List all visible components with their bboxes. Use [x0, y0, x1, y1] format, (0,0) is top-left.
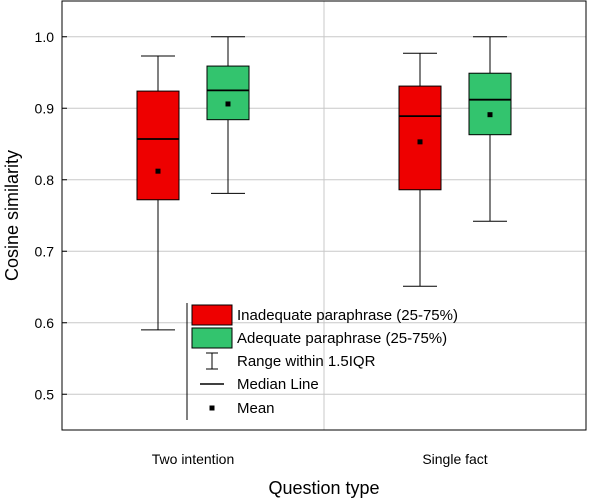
- box-inadequate-1: [398, 52, 442, 287]
- mean-marker: [487, 112, 493, 118]
- legend-mean-symbol: [209, 405, 215, 411]
- y-tick-label: 0.6: [35, 315, 55, 331]
- iqr-box: [398, 85, 442, 191]
- y-tick-label: 0.7: [35, 243, 55, 259]
- iqr-box: [136, 90, 180, 201]
- plot-marks: [136, 36, 512, 331]
- y-tick-label: 1.0: [35, 29, 55, 45]
- legend-item: Inadequate paraphrase (25-75%): [191, 304, 458, 326]
- legend-label: Adequate paraphrase (25-75%): [237, 330, 447, 347]
- x-tick-label: Two intention: [152, 451, 235, 467]
- plot-frame: [61, 0, 587, 431]
- axes: 0.5 0.6 0.7 0.8 0.9 1.0 Two intention Single fa…: [35, 29, 488, 467]
- legend-item: Range within 1.5IQR: [206, 352, 376, 370]
- mean-marker: [225, 101, 231, 107]
- legend-swatch: [191, 327, 233, 349]
- y-tick-label: 0.5: [35, 386, 55, 402]
- legend-item: Median Line: [200, 376, 319, 393]
- iqr-box: [468, 72, 512, 136]
- iqr-box: [206, 65, 250, 121]
- legend-label: Median Line: [237, 376, 319, 393]
- legend-label: Mean: [237, 400, 275, 417]
- legend-label: Range within 1.5IQR: [237, 353, 376, 370]
- legend: Inadequate paraphrase (25-75%) Adequate p…: [186, 303, 458, 420]
- legend-swatch: [191, 304, 233, 326]
- y-axis-title: Cosine similarity: [2, 150, 22, 281]
- mean-marker: [417, 139, 423, 145]
- legend-label: Inadequate paraphrase (25-75%): [237, 307, 458, 324]
- x-tick-label: Single fact: [422, 451, 487, 467]
- box-inadequate-0: [136, 55, 180, 331]
- box-adequate-1: [468, 36, 512, 222]
- x-axis-title: Question type: [268, 478, 379, 498]
- box-adequate-0: [206, 36, 250, 194]
- y-tick-label: 0.9: [35, 100, 55, 116]
- legend-item: Mean: [209, 400, 275, 417]
- y-tick-label: 0.8: [35, 172, 55, 188]
- legend-item: Adequate paraphrase (25-75%): [191, 327, 447, 349]
- mean-marker: [155, 168, 161, 174]
